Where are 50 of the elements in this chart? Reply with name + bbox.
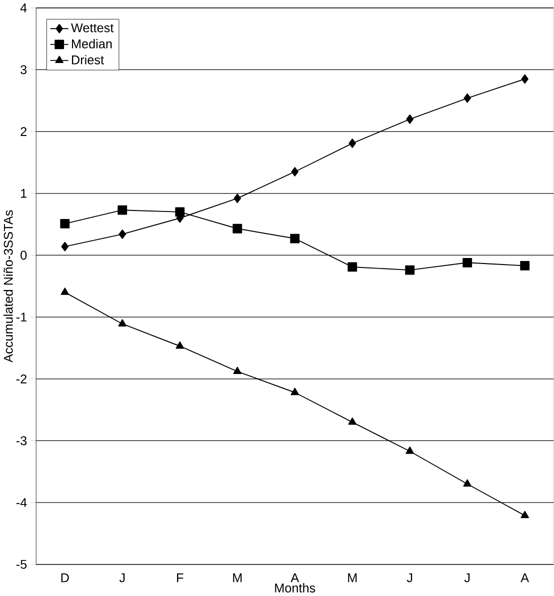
- point: [176, 341, 184, 349]
- point: [405, 265, 415, 275]
- legend-label: Driest: [72, 55, 104, 64]
- point: [290, 234, 300, 244]
- point: [61, 242, 69, 252]
- point: [60, 288, 70, 295]
- y-tick-label: -4: [16, 498, 27, 507]
- y-tick-label: -5: [16, 560, 27, 569]
- point: [464, 93, 472, 103]
- legend-label: Wettest: [71, 23, 114, 32]
- x-tick-label: M: [348, 573, 357, 582]
- point: [232, 224, 242, 234]
- point: [406, 446, 414, 454]
- point: [291, 167, 299, 176]
- point: [520, 510, 530, 518]
- x-tick-label: J: [119, 573, 125, 582]
- x-tick-label: J: [406, 573, 412, 582]
- x-tick-label: D: [61, 573, 69, 582]
- x-tick-label: F: [177, 573, 184, 582]
- point: [348, 417, 357, 425]
- y-tick-label: 4: [20, 4, 27, 12]
- y-tick-label: -2: [16, 374, 27, 384]
- x-tick-label: J: [464, 573, 470, 582]
- x-tick-label: M: [233, 573, 242, 582]
- point: [118, 205, 128, 215]
- x-axis-title: Months: [275, 583, 316, 592]
- y-tick-label: 1: [21, 189, 27, 198]
- point: [462, 258, 472, 268]
- point: [234, 194, 242, 204]
- y-tick-label: 0: [20, 250, 27, 260]
- x-tick-label: A: [290, 573, 300, 582]
- point: [463, 479, 472, 487]
- point: [60, 218, 70, 228]
- y-axis-title: Accumulated Niño-3SSTAs: [4, 210, 13, 362]
- point: [118, 230, 126, 239]
- legend-label: Median: [72, 39, 112, 48]
- y-tick-label: 2: [20, 127, 27, 136]
- point: [290, 388, 300, 396]
- point: [233, 366, 242, 374]
- point: [175, 207, 185, 217]
- x-tick-label: A: [520, 573, 530, 582]
- point: [521, 74, 529, 84]
- point: [348, 138, 356, 148]
- point: [520, 261, 530, 270]
- point: [348, 262, 358, 272]
- y-tick-label: -1: [16, 312, 27, 322]
- y-tick-label: 3: [20, 65, 27, 74]
- point: [118, 319, 127, 326]
- y-tick-label: -3: [16, 436, 27, 446]
- point: [406, 114, 414, 124]
